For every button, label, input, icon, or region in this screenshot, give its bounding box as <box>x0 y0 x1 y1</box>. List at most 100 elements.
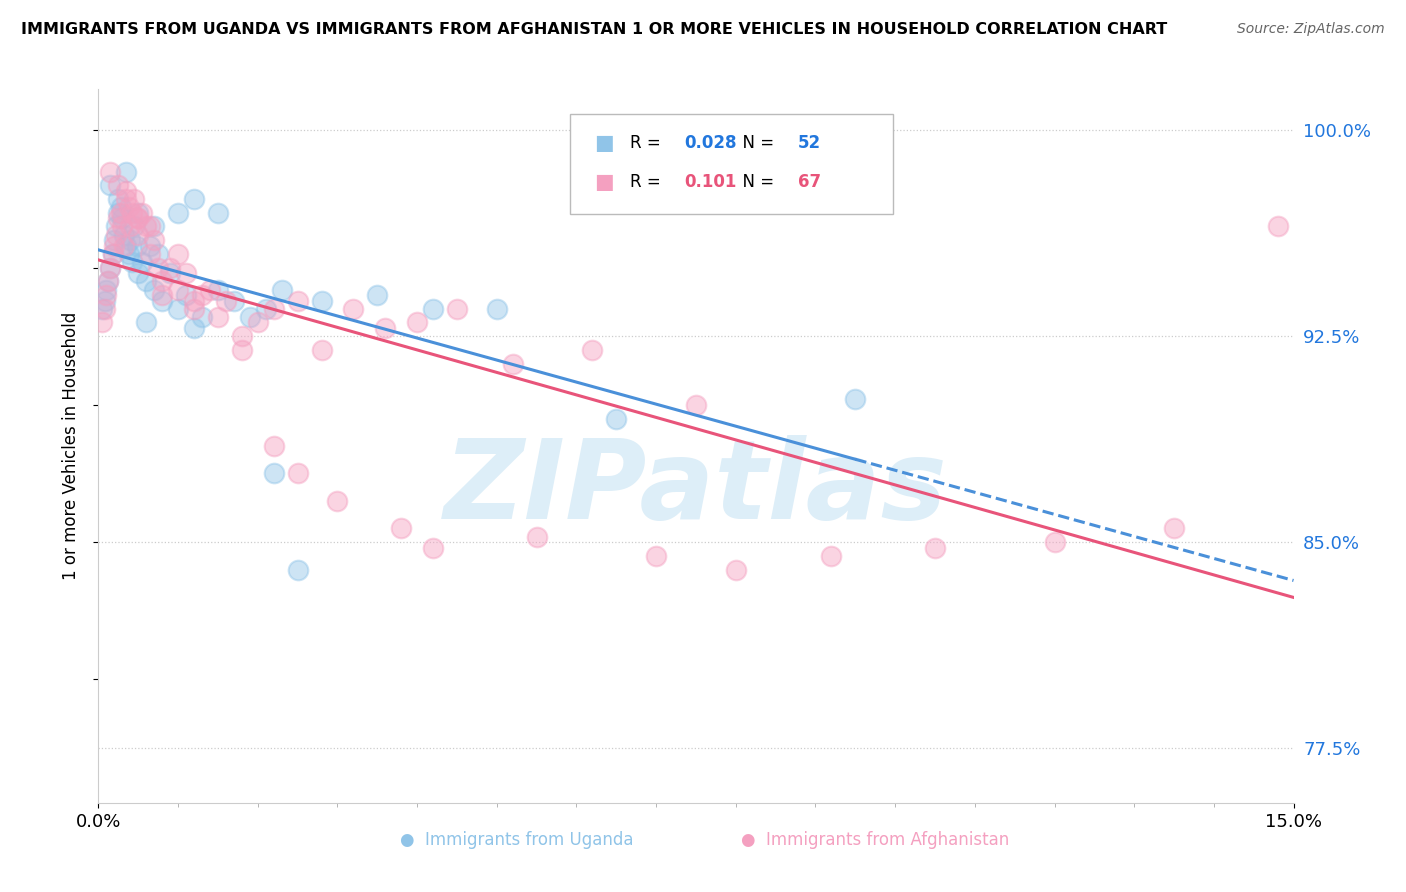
Point <box>150 293 173 308</box>
Point <box>485 301 508 316</box>
Point <box>101 247 124 261</box>
Point <box>131 255 153 269</box>
Point <box>581 343 603 357</box>
Point <box>104 219 127 234</box>
Point <box>422 541 444 555</box>
Text: ●  Immigrants from Afghanistan: ● Immigrants from Afghanistan <box>741 831 1010 849</box>
Point <box>231 343 253 357</box>
Point <box>107 192 129 206</box>
Point <box>115 238 138 252</box>
Point <box>246 316 269 330</box>
Point <box>121 205 143 219</box>
Point <box>124 219 146 234</box>
Point <box>96 283 118 297</box>
Point <box>127 266 149 280</box>
Point <box>311 293 333 308</box>
Point <box>231 329 253 343</box>
Text: ■: ■ <box>595 133 614 153</box>
Point <box>167 247 190 261</box>
Point <box>101 247 124 261</box>
Point <box>207 310 229 324</box>
Point <box>645 549 668 563</box>
Point <box>135 316 157 330</box>
Point <box>174 266 197 280</box>
Point <box>844 392 866 407</box>
Point <box>94 301 117 316</box>
Point <box>287 293 309 308</box>
Point <box>191 310 214 324</box>
FancyBboxPatch shape <box>571 114 893 214</box>
Point <box>135 274 157 288</box>
Point <box>112 227 135 242</box>
Point <box>685 398 707 412</box>
Point <box>104 227 127 242</box>
Point <box>110 200 132 214</box>
Text: R =: R = <box>630 134 666 152</box>
Point <box>207 283 229 297</box>
Point <box>120 233 142 247</box>
Point <box>91 316 114 330</box>
Text: N =: N = <box>733 134 779 152</box>
Point <box>167 301 190 316</box>
Point <box>406 316 429 330</box>
Point <box>167 283 190 297</box>
Point <box>97 274 120 288</box>
Point <box>127 227 149 242</box>
Point <box>422 301 444 316</box>
Point <box>118 247 141 261</box>
Point <box>115 184 138 198</box>
Point <box>94 293 117 308</box>
Text: IMMIGRANTS FROM UGANDA VS IMMIGRANTS FROM AFGHANISTAN 1 OR MORE VEHICLES IN HOUS: IMMIGRANTS FROM UGANDA VS IMMIGRANTS FRO… <box>21 22 1167 37</box>
Point <box>270 283 292 297</box>
Point <box>107 178 129 193</box>
Point <box>103 233 125 247</box>
Point <box>174 288 197 302</box>
Point <box>183 293 205 308</box>
Point <box>159 260 181 275</box>
Point <box>374 321 396 335</box>
Point <box>150 288 173 302</box>
Text: ●  Immigrants from Uganda: ● Immigrants from Uganda <box>399 831 634 849</box>
Point <box>326 494 349 508</box>
Point <box>389 521 412 535</box>
Text: 0.101: 0.101 <box>685 173 737 191</box>
Point <box>121 255 143 269</box>
Point <box>924 541 946 555</box>
Point <box>143 233 166 247</box>
Text: Source: ZipAtlas.com: Source: ZipAtlas.com <box>1237 22 1385 37</box>
Point <box>183 192 205 206</box>
Point <box>98 260 122 275</box>
Point <box>98 260 122 275</box>
Point <box>124 192 146 206</box>
Point <box>98 164 122 178</box>
Point <box>139 238 162 252</box>
Point <box>139 219 162 234</box>
Point <box>724 562 747 576</box>
Point <box>287 467 309 481</box>
Text: R =: R = <box>630 173 666 191</box>
Point <box>131 205 153 219</box>
Point <box>143 283 166 297</box>
Point <box>148 247 170 261</box>
Point <box>97 274 120 288</box>
Point <box>207 205 229 219</box>
Point <box>287 562 309 576</box>
Point <box>1267 219 1289 234</box>
Point <box>446 301 468 316</box>
Point <box>111 219 134 234</box>
Point <box>263 301 285 316</box>
Point <box>191 288 214 302</box>
Point <box>222 293 245 308</box>
Point <box>183 301 205 316</box>
Point <box>96 288 118 302</box>
Point <box>311 343 333 357</box>
Point <box>605 411 627 425</box>
Text: 67: 67 <box>797 173 821 191</box>
Point <box>127 205 149 219</box>
Point <box>143 219 166 234</box>
Point <box>107 205 129 219</box>
Point <box>150 274 173 288</box>
Point <box>135 219 157 234</box>
Point <box>820 549 842 563</box>
Point <box>502 357 524 371</box>
